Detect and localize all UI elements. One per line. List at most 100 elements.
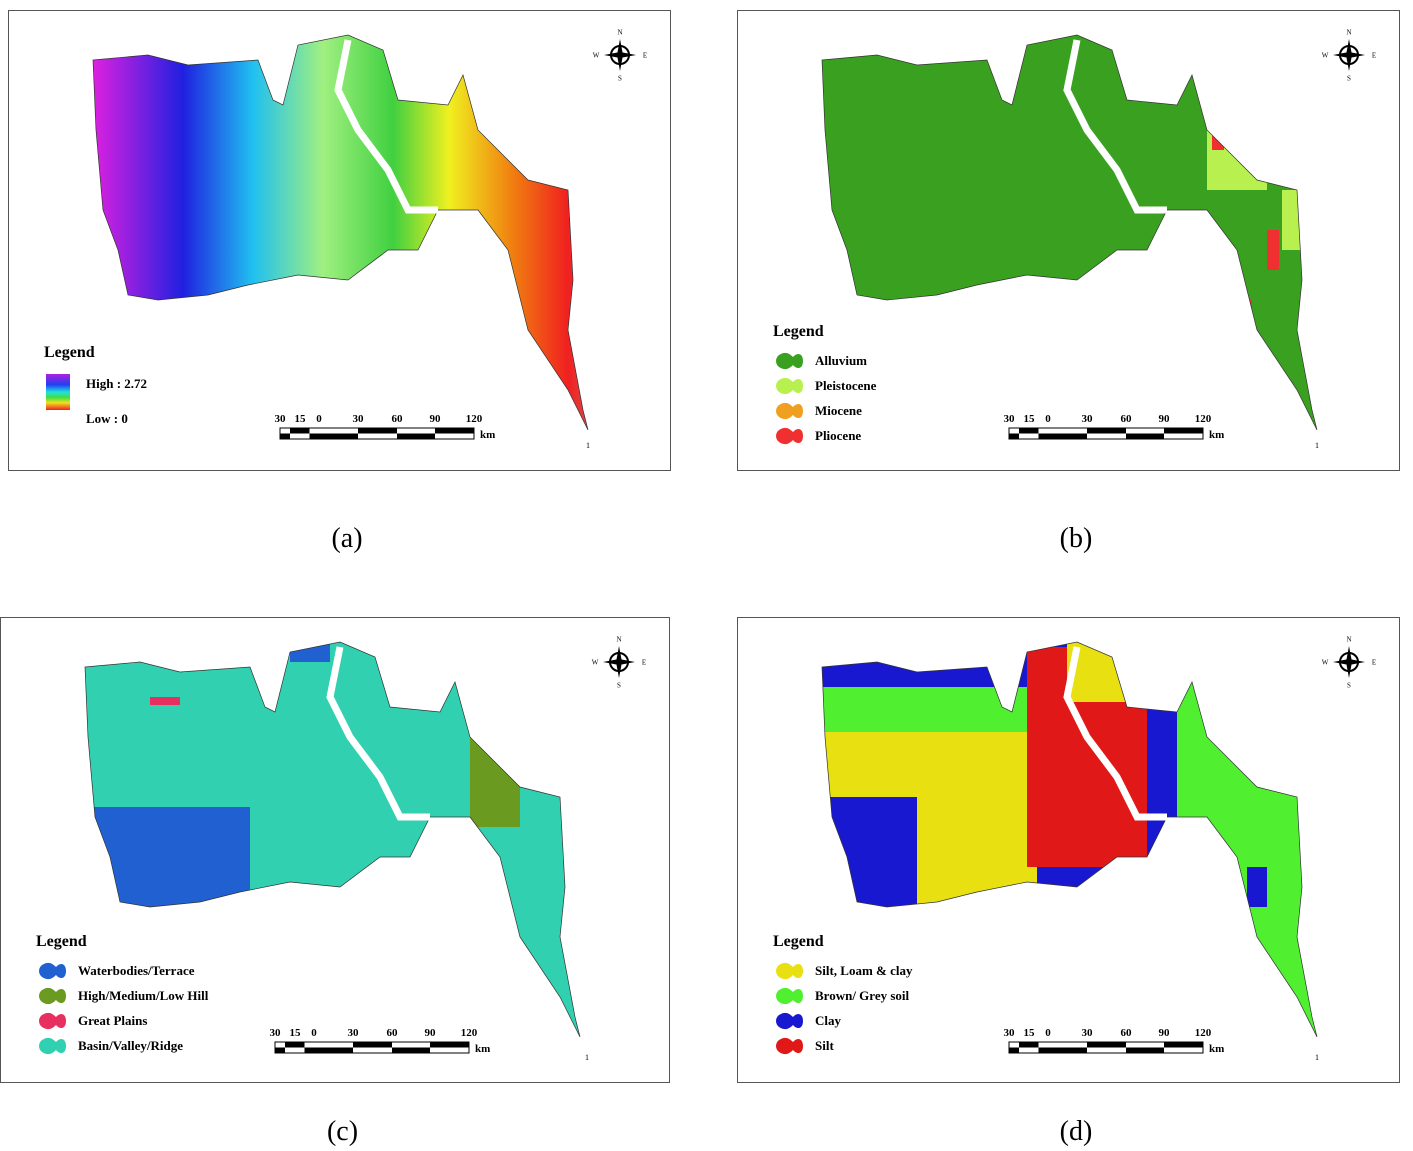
compass-letter: W: [1322, 52, 1329, 60]
scale-cell: [397, 434, 435, 440]
legend-label: High/Medium/Low Hill: [78, 988, 209, 1003]
compass-letter: N: [1346, 29, 1351, 37]
land-region: [1267, 230, 1279, 270]
land-region: [150, 697, 180, 705]
figure: NSWELegendHigh : 2.72Low : 0301503060901…: [0, 0, 1413, 1146]
legend-swatch: [39, 963, 66, 979]
legend-label: Clay: [815, 1013, 842, 1028]
scale-cell: [1009, 1048, 1019, 1054]
compass-letter: N: [617, 29, 622, 37]
scale-cell: [1087, 428, 1126, 434]
scale-label: 90: [430, 413, 442, 425]
scale-cell: [305, 1048, 315, 1054]
compass-letter: S: [617, 682, 621, 690]
scale-label: 60: [1121, 413, 1133, 425]
scale-cell: [285, 1042, 295, 1048]
compass-letter: W: [1322, 659, 1329, 667]
compass-letter: E: [1372, 52, 1376, 60]
scale-cell: [314, 1048, 353, 1054]
scale-label: 120: [1195, 413, 1212, 425]
scale-cell: [319, 434, 358, 440]
compass-letter: S: [1347, 75, 1351, 83]
legend-swatch: [776, 378, 803, 394]
legend-label: Miocene: [815, 403, 862, 418]
scale-cell: [430, 1042, 469, 1048]
scale-label: 120: [1195, 1027, 1212, 1039]
legend-gradient: [46, 374, 70, 410]
scale-cell: [1019, 1042, 1029, 1048]
map-panel: NSWELegendWaterbodies/TerraceHigh/Medium…: [0, 617, 700, 1083]
compass-letter: E: [1372, 659, 1376, 667]
legend-label: Pleistocene: [815, 378, 877, 393]
corner-note: 1: [1315, 1053, 1319, 1062]
corner-note: 1: [586, 441, 590, 450]
legend-swatch: [776, 403, 803, 419]
compass-letter: W: [592, 659, 599, 667]
scale-cell: [1029, 428, 1039, 434]
scale-cell: [435, 428, 474, 434]
scale-cell: [392, 1048, 430, 1054]
scale-label: 90: [1159, 413, 1171, 425]
scale-label: 60: [392, 413, 404, 425]
scale-cell: [1039, 434, 1049, 440]
compass-letter: W: [593, 52, 600, 60]
scale-label: 15: [1024, 1027, 1036, 1039]
compass-letter: E: [643, 52, 647, 60]
scale-label: 120: [461, 1027, 478, 1039]
scale-unit: km: [1209, 1043, 1224, 1055]
scale-label: 0: [316, 413, 322, 425]
panel-caption: (d): [1060, 1116, 1093, 1146]
scale-label: 90: [1159, 1027, 1171, 1039]
scale-cell: [1009, 434, 1019, 440]
legend-swatch: [776, 963, 803, 979]
scale-cell: [280, 434, 290, 440]
scale-cell: [358, 428, 397, 434]
legend-label: Alluvium: [815, 353, 867, 368]
compass-letter: S: [618, 75, 622, 83]
corner-note: 1: [1315, 441, 1319, 450]
map-panel: NSWELegendAlluviumPleistoceneMiocenePlio…: [737, 10, 1413, 471]
legend-label: Low : 0: [86, 411, 128, 426]
scale-unit: km: [475, 1043, 490, 1055]
legend-label: Great Plains: [78, 1013, 147, 1028]
scale-cell: [1039, 1048, 1049, 1054]
scale-cell: [1029, 1042, 1039, 1048]
corner-note: 1: [585, 1053, 589, 1062]
legend-swatch: [776, 1013, 803, 1029]
land-region: [1247, 867, 1267, 907]
legend-swatch: [39, 988, 66, 1004]
compass-letter: S: [1347, 682, 1351, 690]
legend-label: Brown/ Grey soil: [815, 988, 910, 1003]
legend-label: Basin/Valley/Ridge: [78, 1038, 183, 1053]
scale-label: 60: [387, 1027, 399, 1039]
scale-label: 60: [1121, 1027, 1133, 1039]
legend-label: Waterbodies/Terrace: [78, 963, 195, 978]
scale-cell: [1126, 434, 1164, 440]
legend-title: Legend: [773, 933, 824, 950]
scale-label: 0: [311, 1027, 317, 1039]
scale-label: 15: [290, 1027, 302, 1039]
compass-letter: N: [616, 636, 621, 644]
scale-label: 30: [353, 413, 365, 425]
legend-swatch: [39, 1038, 66, 1054]
panel-caption: (c): [327, 1116, 358, 1146]
scale-unit: km: [480, 429, 495, 441]
scale-cell: [300, 428, 310, 434]
scale-label: 30: [270, 1027, 282, 1039]
scale-cell: [353, 1042, 392, 1048]
panel-caption: (b): [1060, 523, 1093, 554]
legend-title: Legend: [36, 933, 87, 950]
scale-label: 30: [1082, 1027, 1094, 1039]
scale-cell: [295, 1042, 305, 1048]
legend-swatch: [776, 428, 803, 444]
scale-cell: [275, 1048, 285, 1054]
scale-label: 30: [348, 1027, 360, 1039]
legend-title: Legend: [773, 323, 824, 340]
scale-cell: [290, 428, 300, 434]
legend-title: Legend: [44, 344, 95, 361]
scale-label: 0: [1045, 1027, 1051, 1039]
scale-cell: [1087, 1042, 1126, 1048]
legend-swatch: [776, 988, 803, 1004]
